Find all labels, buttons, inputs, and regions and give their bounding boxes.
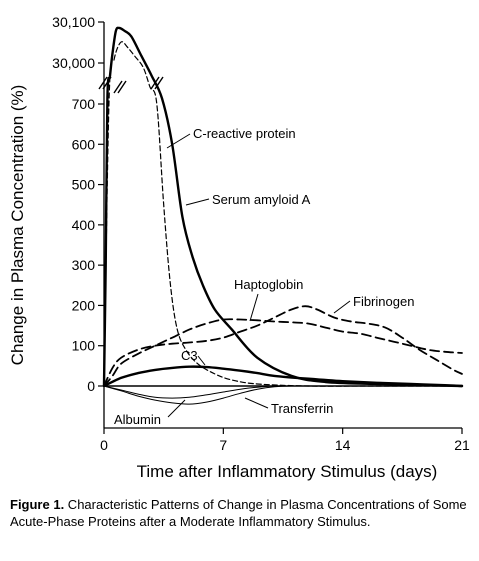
x-tick-label: 0 [100,437,108,453]
y-tick-label: 100 [72,338,96,354]
series-line-c3 [102,365,464,388]
figure-caption: Figure 1. Characteristic Patterns of Cha… [10,496,472,530]
leader-line-transferrin [244,397,269,409]
axis-break-mark [113,80,123,94]
leader-line-albumin [167,399,186,418]
axis-break-mark [117,80,127,94]
series-line-albumin [103,385,463,405]
series-line-haptoglobin [103,318,463,387]
series-label-c3: C3 [181,348,198,363]
series-line-fibrinogen [103,305,463,387]
series-label-albumin: Albumin [114,412,161,427]
series-line-transferrin [103,385,463,399]
y-tick-label: 200 [72,297,96,313]
leader-line-c-reactive-protein [166,133,191,149]
y-break-tick-label: 30,100 [52,14,95,30]
leader-line-haptoglobin [249,293,259,322]
y-tick-label: 500 [72,177,96,193]
series-label-c-reactive-protein: C-reactive protein [193,126,296,141]
y-tick-label: 0 [87,378,95,394]
y-tick-label: 700 [72,96,96,112]
caption-label: Figure 1. [10,497,65,512]
series-line-c-reactive-protein [102,26,464,388]
x-tick-label: 14 [335,437,351,453]
y-tick-label: 400 [72,217,96,233]
chart: 0 100 200 300 400 500 600 700 30,000 30,100 0 7 14 21… [8,14,470,481]
x-axis-title: Time after Inflammatory Stimulus (days) [137,462,438,481]
leader-line-fibrinogen [333,300,351,314]
axis-break-mark [98,76,108,90]
caption-text: Characteristic Patterns of Change in Pla… [10,497,467,529]
x-tick-label: 21 [454,437,470,453]
x-tick-label: 7 [219,437,227,453]
y-tick-label: 300 [72,257,96,273]
y-tick-label: 600 [72,136,96,152]
series-label-transferrin: Transferrin [271,401,333,416]
series-label-fibrinogen: Fibrinogen [353,294,414,309]
leader-line-serum-amyloid-a [185,198,210,206]
series-label-serum-amyloid-a: Serum amyloid A [212,192,311,207]
series-label-haptoglobin: Haptoglobin [234,277,303,292]
series-line-serum-amyloid-a [103,41,463,387]
y-axis-title: Change in Plasma Concentration (%) [8,85,27,366]
leader-line-c3 [197,355,206,366]
y-break-tick-label: 30,000 [52,55,95,71]
